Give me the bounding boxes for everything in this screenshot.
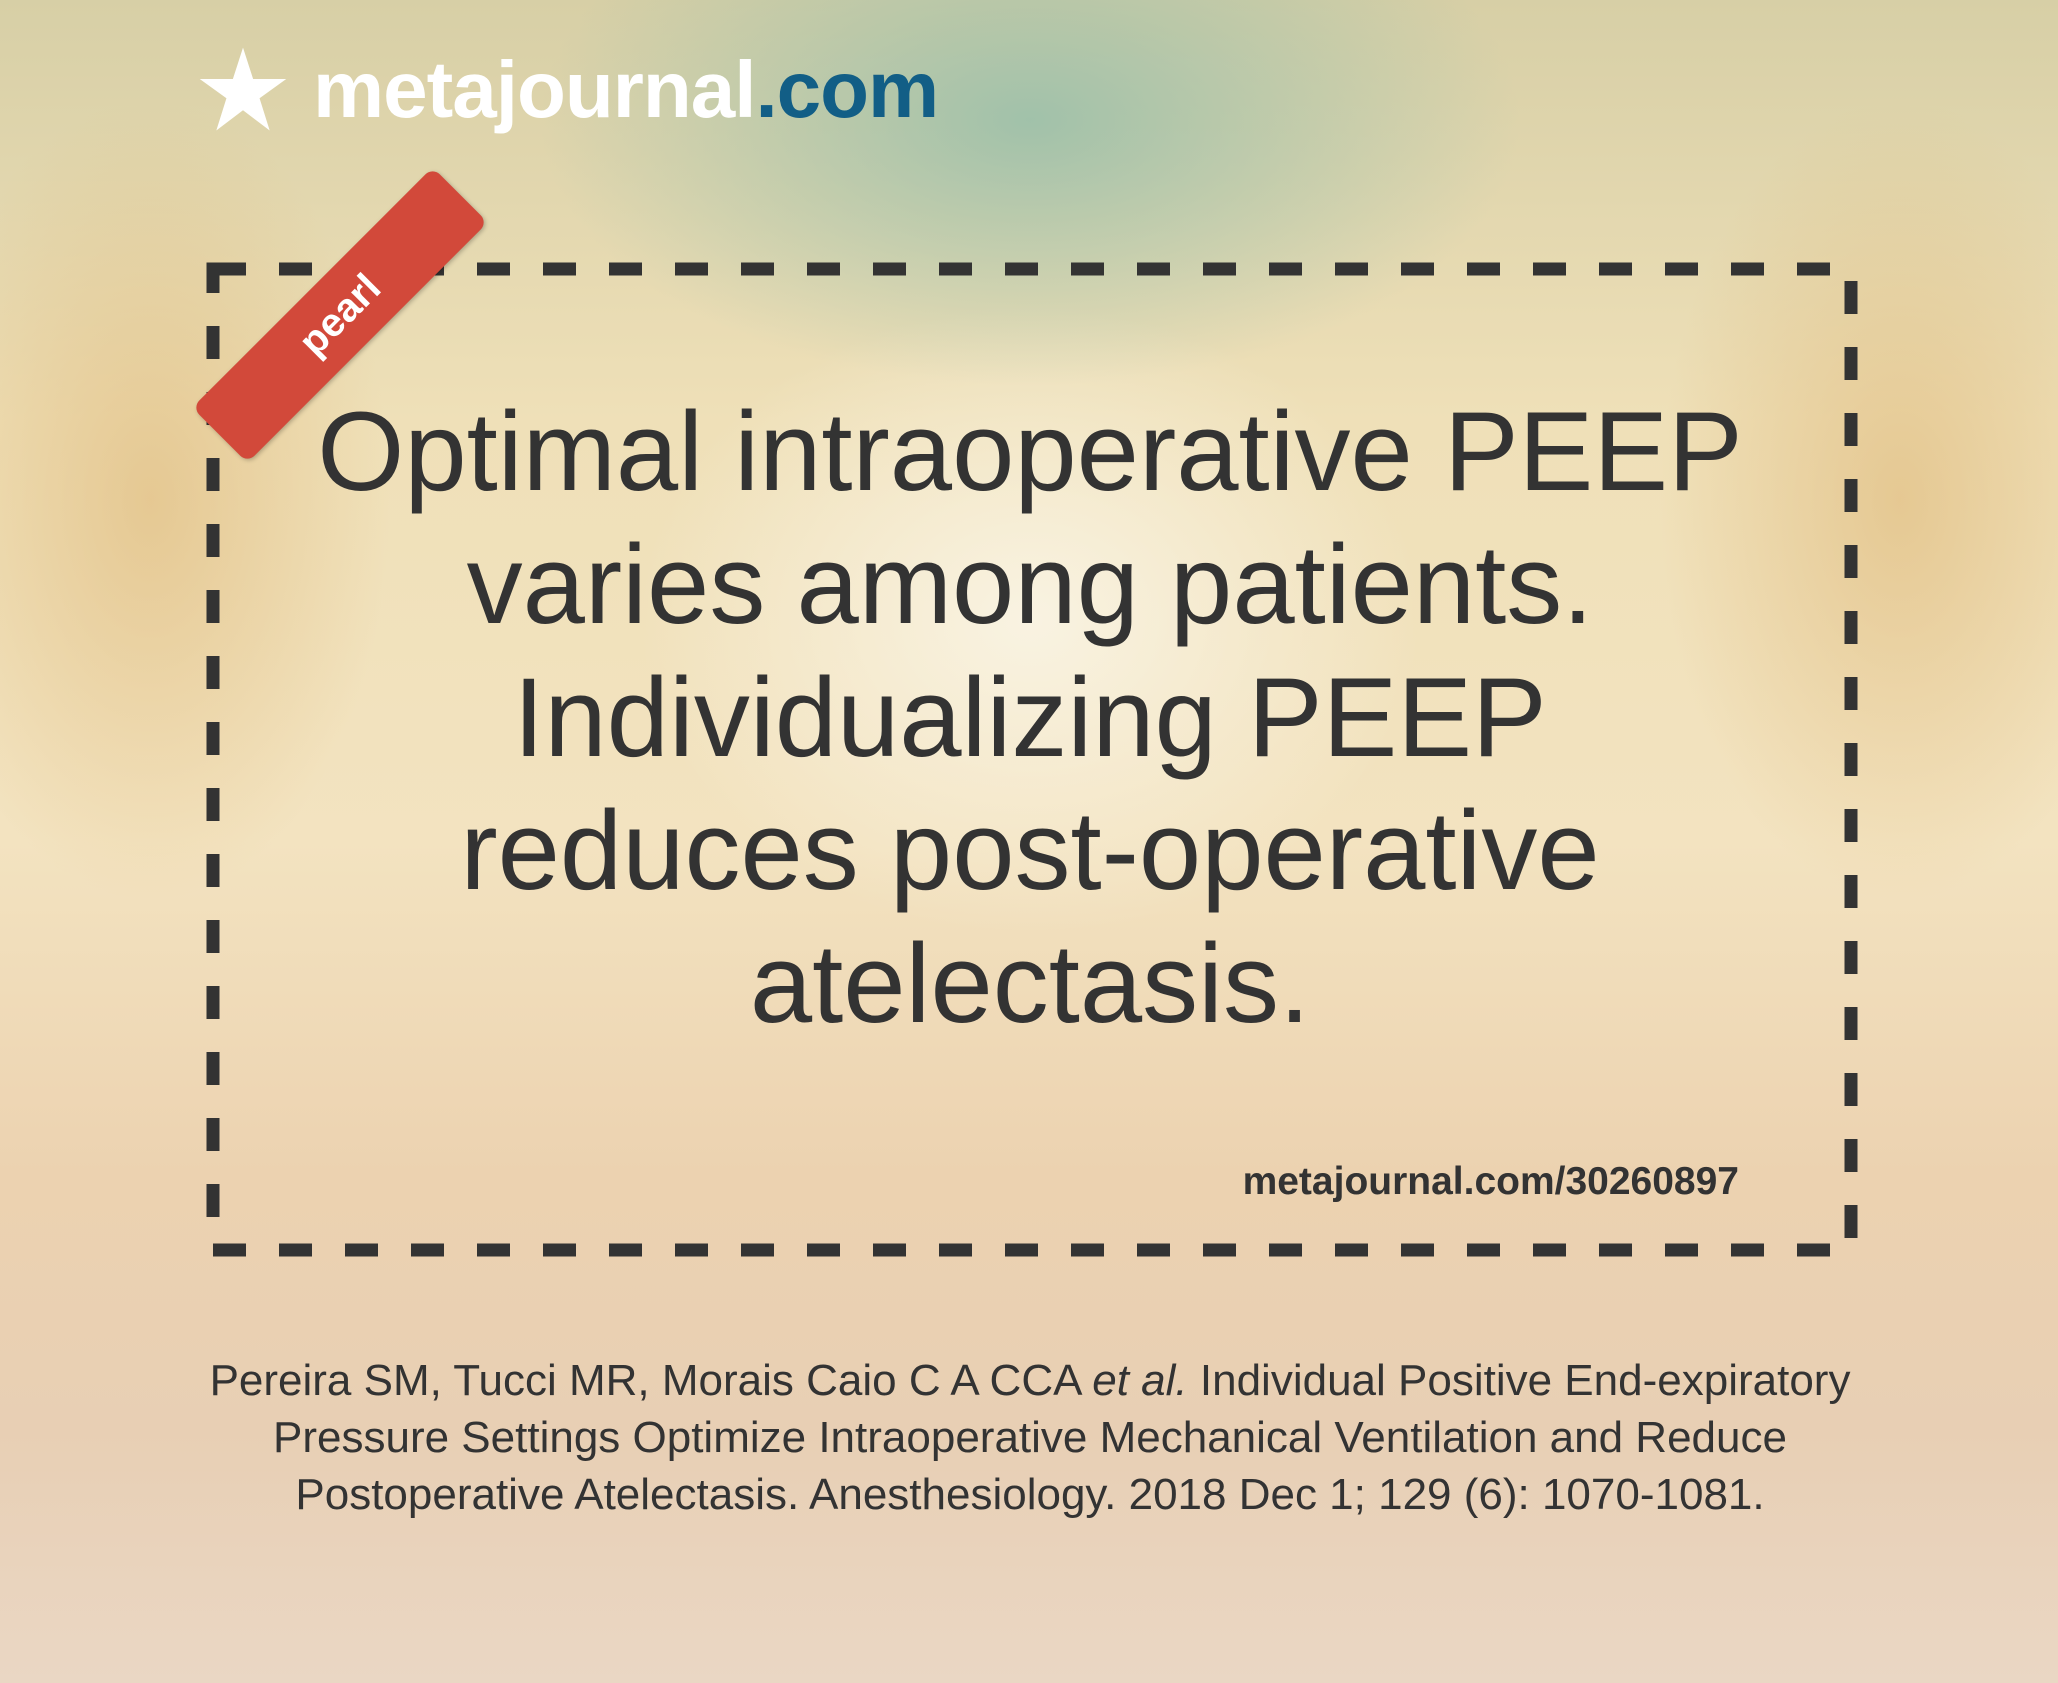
citation-authors: Pereira SM, Tucci MR, Morais Caio C A CC… <box>209 1356 1081 1405</box>
brand-name: metajournal <box>313 45 756 134</box>
pearl-line: varies among patients. <box>466 522 1594 647</box>
pearl-line: Individualizing PEEP <box>513 655 1547 780</box>
pearl-line: Optimal intraoperative PEEP <box>317 389 1743 514</box>
brand-suffix: .com <box>755 45 939 134</box>
pearl-text: Optimal intraoperative PEEP varies among … <box>230 385 1830 1050</box>
citation-text: Individual Positive End-expiratory Press… <box>273 1356 1851 1519</box>
pearl-line: atelectasis. <box>749 921 1311 1046</box>
star-icon <box>199 47 287 131</box>
citation-et-al: et al. <box>1092 1356 1188 1405</box>
logo[interactable]: metajournal.com <box>197 40 939 140</box>
pearl-url[interactable]: metajournal.com/30260897 <box>1242 1160 1739 1203</box>
brand: metajournal.com <box>313 44 939 136</box>
citation: Pereira SM, Tucci MR, Morais Caio C A CC… <box>175 1352 1885 1523</box>
pearl-line: reduces post-operative <box>460 788 1600 913</box>
